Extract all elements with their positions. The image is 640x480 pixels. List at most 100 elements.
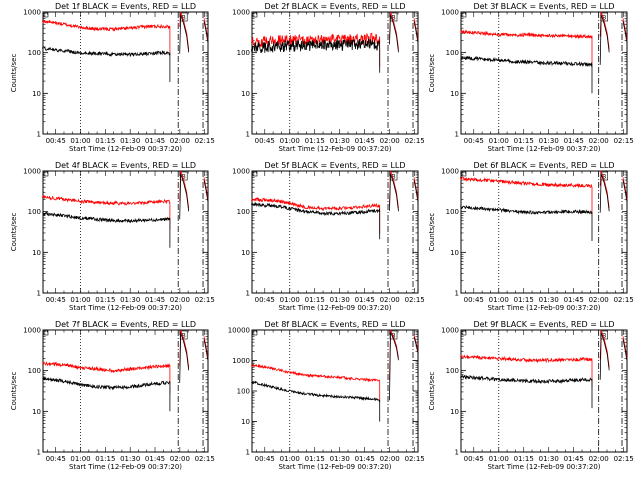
lld-tail-line — [622, 18, 628, 41]
y-axis-label: Counts/sec — [10, 372, 18, 411]
y-tick-label: 100 — [446, 208, 459, 216]
x-tick-label: 01:30 — [330, 296, 350, 304]
panel-title: Det 2f BLACK = Events, RED = LLD — [264, 2, 405, 11]
x-tick-label: 01:30 — [539, 455, 559, 463]
lld-tail-line — [622, 336, 628, 359]
events-spike-line — [179, 14, 190, 54]
x-tick-label: 01:00 — [489, 455, 509, 463]
y-tick-label: 10 — [450, 249, 459, 257]
x-tick-label: 02:15 — [405, 137, 425, 145]
x-tick-label: 00:45 — [255, 296, 275, 304]
x-tick-label: 01:45 — [564, 455, 584, 463]
x-axis-label: Start Time (12-Feb-09 00:37:20) — [69, 304, 182, 312]
plot-frame — [460, 11, 628, 135]
x-tick-label: 01:45 — [564, 137, 584, 145]
x-tick-label: 02:00 — [380, 137, 400, 145]
x-tick-label: 01:15 — [95, 455, 115, 463]
x-tick-label: 01:30 — [330, 455, 350, 463]
x-tick-label: 01:45 — [145, 455, 165, 463]
events-tail-line — [413, 336, 419, 354]
y-tick-label: 1 — [455, 290, 459, 298]
y-tick-label: 10 — [241, 90, 250, 98]
x-tick-label: 02:15 — [405, 296, 425, 304]
detector-panel-6: Det 6f BLACK = Events, RED = LLD 1 10 100 10… — [428, 161, 634, 312]
lld-tail-line — [203, 336, 209, 359]
x-tick-label: 00:45 — [464, 137, 484, 145]
x-tick-label: 01:30 — [330, 137, 350, 145]
events-series-line — [460, 204, 593, 241]
x-tick-label: 02:00 — [380, 455, 400, 463]
x-tick-label: 01:45 — [355, 455, 375, 463]
y-tick-label: 1 — [455, 131, 459, 139]
y-tick-label: 100 — [28, 367, 41, 375]
x-tick-label: 02:00 — [170, 137, 190, 145]
corner-marker-icon — [461, 12, 467, 18]
y-tick-label: 10 — [241, 418, 250, 426]
y-tick-label: 100 — [28, 49, 41, 57]
events-series-line — [42, 211, 171, 248]
panel-title: Det 3f BLACK = Events, RED = LLD — [473, 2, 614, 11]
corner-marker-icon — [252, 12, 258, 18]
x-tick-label: 01:00 — [280, 455, 300, 463]
events-tail-line — [203, 21, 209, 44]
x-axis-label: Start Time (12-Feb-09 00:37:20) — [278, 463, 391, 471]
x-axis-label: Start Time (12-Feb-09 00:37:20) — [69, 145, 182, 153]
x-axis-label: Start Time (12-Feb-09 00:37:20) — [69, 463, 182, 471]
panel-title: Det 6f BLACK = Events, RED = LLD — [473, 161, 614, 170]
y-tick-label: 1000 — [232, 357, 250, 365]
lld-series-line — [251, 32, 381, 68]
x-tick-label: 01:30 — [120, 455, 140, 463]
x-tick-label: 01:15 — [514, 296, 534, 304]
events-tail-line — [622, 180, 628, 203]
x-tick-label: 01:00 — [70, 137, 90, 145]
x-tick-label: 02:15 — [614, 137, 634, 145]
lld-series-line — [460, 29, 593, 65]
x-tick-label: 00:45 — [46, 137, 66, 145]
x-tick-label: 02:00 — [589, 296, 609, 304]
panel-title: Det 9f BLACK = Events, RED = LLD — [473, 320, 614, 329]
events-spike-line — [389, 14, 399, 53]
y-tick-label: 1 — [246, 449, 250, 457]
events-series-line — [251, 201, 381, 240]
corner-marker-icon — [43, 12, 49, 18]
x-tick-label: 01:15 — [514, 455, 534, 463]
b-marker-label: B — [602, 174, 606, 181]
plot-frame — [251, 11, 419, 135]
events-spike-line — [599, 332, 610, 380]
lld-series-line — [251, 363, 381, 402]
detector-panel-7: Det 7f BLACK = Events, RED = LLD 1 10 100 10… — [10, 320, 215, 471]
b-marker-label: B — [182, 333, 186, 340]
b-marker-label: B — [391, 174, 395, 181]
lld-series-line — [460, 354, 593, 388]
plot-frame — [460, 170, 628, 294]
y-axis-label: Counts/sec — [428, 54, 436, 93]
x-tick-label: 01:15 — [95, 137, 115, 145]
x-tick-label: 02:15 — [614, 455, 634, 463]
x-axis-label: Start Time (12-Feb-09 00:37:20) — [487, 463, 600, 471]
x-tick-label: 01:00 — [489, 137, 509, 145]
detector-panel-9: Det 9f BLACK = Events, RED = LLD 1 10 100 10… — [428, 320, 634, 471]
events-spike-line — [179, 173, 190, 220]
y-axis-label: Counts/sec — [428, 372, 436, 411]
x-axis-label: Start Time (12-Feb-09 00:37:20) — [278, 145, 391, 153]
y-tick-label: 1000 — [441, 9, 459, 17]
plot-frame — [42, 11, 209, 135]
x-tick-label: 01:15 — [514, 137, 534, 145]
y-tick-label: 10 — [32, 408, 41, 416]
detector-panel-8: Det 8f BLACK = Events, RED = LLD 1 10 100 10… — [228, 320, 425, 471]
x-tick-label: 01:15 — [95, 296, 115, 304]
y-tick-label: 10 — [241, 249, 250, 257]
x-tick-label: 01:45 — [564, 296, 584, 304]
x-tick-label: 01:45 — [355, 296, 375, 304]
x-axis-label: Start Time (12-Feb-09 00:37:20) — [278, 304, 391, 312]
x-tick-label: 02:00 — [170, 296, 190, 304]
events-tail-line — [413, 21, 419, 44]
x-tick-label: 02:00 — [170, 455, 190, 463]
y-tick-label: 1 — [455, 449, 459, 457]
events-tail-line — [203, 180, 209, 203]
panel-title: Det 8f BLACK = Events, RED = LLD — [264, 320, 405, 329]
events-series-line — [251, 37, 381, 73]
y-tick-label: 1 — [37, 131, 41, 139]
lld-tail-line — [413, 334, 419, 352]
events-spike-line — [179, 332, 190, 383]
